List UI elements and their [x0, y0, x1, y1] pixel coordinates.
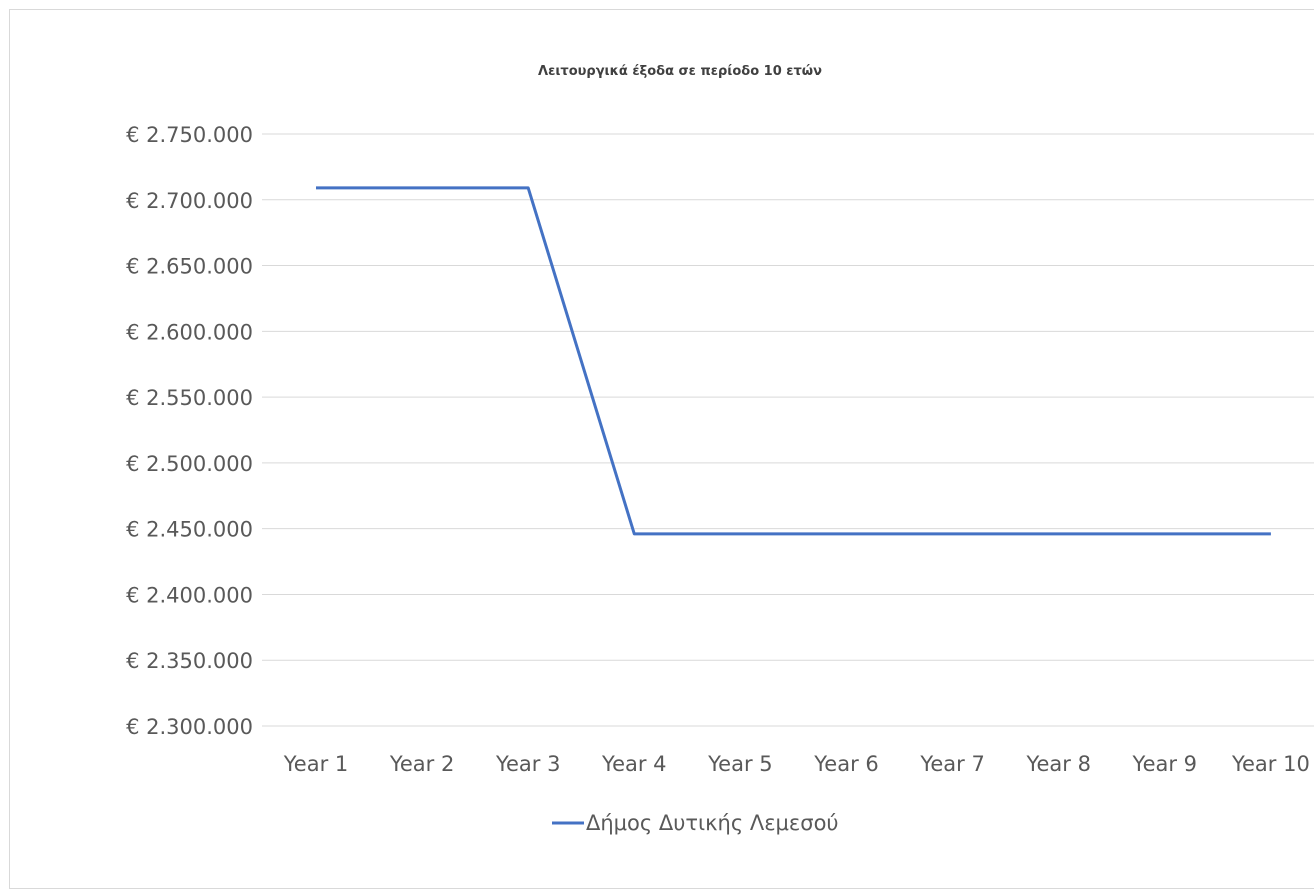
y-tick-label: € 2.350.000 [126, 649, 253, 673]
x-axis-ticks: Year 1 Year 2 Year 3 Year 4 Year 5 Year 6 Year… [283, 752, 1310, 776]
legend-label: Δήμος Δυτικής Λεμεσού [586, 811, 839, 835]
chart-area [9, 9, 1314, 889]
legend: Δήμος Δυτικής Λεμεσού [552, 811, 839, 835]
y-tick-label: € 2.400.000 [126, 583, 253, 607]
y-tick-label: € 2.700.000 [126, 189, 253, 213]
y-axis-ticks: € 2.300.000 € 2.350.000 € 2.400.000 € 2.450… [126, 123, 253, 739]
y-tick-label: € 2.500.000 [126, 452, 253, 476]
y-tick-label: € 2.300.000 [126, 715, 253, 739]
x-tick-label: Year 8 [1025, 752, 1091, 776]
chart-title: Λειτουργικά έξοδα σε περίοδο 10 ετών [538, 64, 822, 79]
x-tick-label: Year 7 [919, 752, 985, 776]
x-tick-label: Year 4 [601, 752, 667, 776]
x-tick-label: Year 9 [1132, 752, 1198, 776]
y-tick-label: € 2.600.000 [126, 320, 253, 344]
y-tick-label: € 2.550.000 [126, 386, 253, 410]
y-tick-label: € 2.650.000 [126, 255, 253, 279]
x-tick-label: Year 6 [813, 752, 879, 776]
x-tick-label: Year 2 [389, 752, 455, 776]
x-tick-label: Year 5 [707, 752, 773, 776]
series-lines [316, 186, 1271, 536]
y-tick-label: € 2.750.000 [126, 123, 253, 147]
series-line [316, 186, 1271, 536]
x-tick-label: Year 3 [495, 752, 561, 776]
x-tick-label: Year 1 [283, 752, 349, 776]
y-tick-label: € 2.450.000 [126, 518, 253, 542]
x-tick-label: Year 10 [1231, 752, 1310, 776]
gridlines [262, 133, 1314, 727]
